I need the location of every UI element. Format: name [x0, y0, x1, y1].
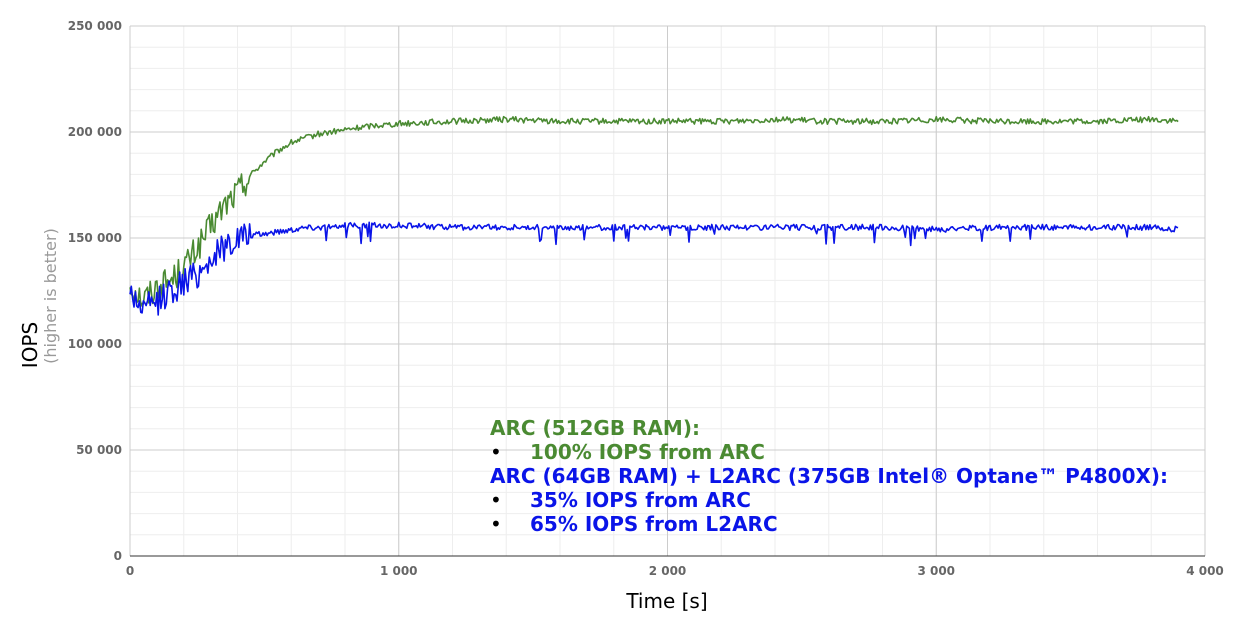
- legend: ARC (512GB RAM): • 100% IOPS from ARC AR…: [490, 416, 1168, 536]
- x-tick-label: 4 000: [1186, 564, 1224, 578]
- legend-l2arc-bullet-2: •: [490, 512, 502, 536]
- x-tick-label: 3 000: [917, 564, 955, 578]
- series-layer: [129, 115, 1179, 316]
- x-tick-label: 2 000: [649, 564, 687, 578]
- series-line-2: [129, 221, 1179, 316]
- y-tick-label: 200 000: [68, 125, 122, 139]
- series-line-1: [129, 115, 1179, 308]
- legend-l2arc-bullet-1: •: [490, 488, 502, 512]
- y-tick-label: 250 000: [68, 19, 122, 33]
- legend-l2arc-item-1: 35% IOPS from ARC: [530, 488, 751, 512]
- major-gridlines: [129, 25, 1206, 556]
- y-tick-label: 100 000: [68, 337, 122, 351]
- legend-arc-item-1: 100% IOPS from ARC: [530, 440, 765, 464]
- legend-l2arc-title: ARC (64GB RAM) + L2ARC (375GB Intel® Opt…: [490, 464, 1168, 488]
- y-tick-label: 0: [114, 549, 122, 563]
- x-tick-label: 1 000: [380, 564, 418, 578]
- y-tick-label: 50 000: [76, 443, 122, 457]
- y-tick-label: 150 000: [68, 231, 122, 245]
- legend-arc-title: ARC (512GB RAM):: [490, 416, 700, 440]
- y-axis-ticks: 0 50 000 100 000 150 000 200 000 250 000: [68, 19, 122, 563]
- legend-arc-bullet-1: •: [490, 440, 502, 464]
- legend-l2arc-item-2: 65% IOPS from L2ARC: [530, 512, 778, 536]
- y-axis-subtitle: (higher is better): [41, 228, 60, 364]
- x-axis-ticks: 0 1 000 2 000 3 000 4 000: [126, 564, 1224, 578]
- y-axis-title: IOPS: [18, 322, 42, 368]
- x-tick-label: 0: [126, 564, 134, 578]
- x-axis-title: Time [s]: [625, 589, 707, 613]
